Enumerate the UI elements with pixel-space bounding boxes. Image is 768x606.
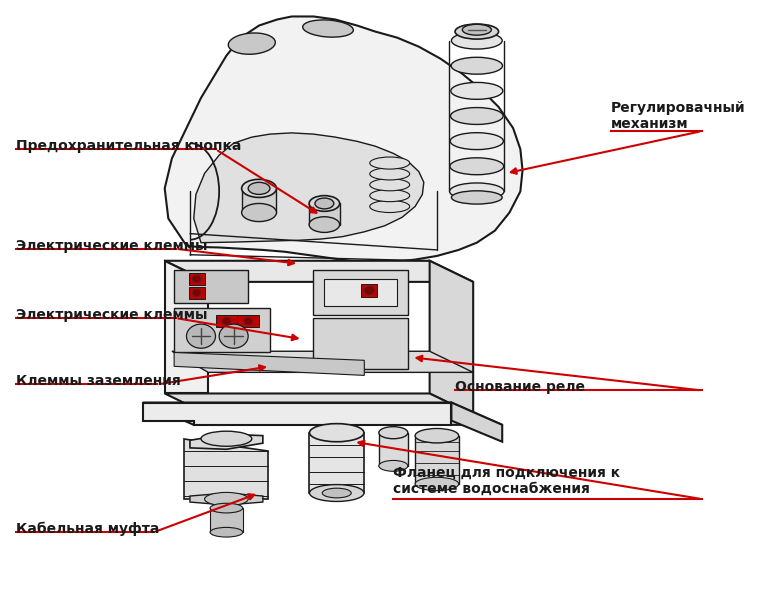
Polygon shape xyxy=(362,284,377,297)
Text: Электрические клеммы: Электрические клеммы xyxy=(16,308,207,322)
Polygon shape xyxy=(310,433,364,493)
Polygon shape xyxy=(237,315,259,327)
Ellipse shape xyxy=(242,204,276,222)
Polygon shape xyxy=(313,270,408,315)
Polygon shape xyxy=(174,270,248,303)
Text: Основание реле: Основание реле xyxy=(455,381,585,395)
Ellipse shape xyxy=(452,32,502,49)
Ellipse shape xyxy=(379,461,408,471)
Polygon shape xyxy=(164,261,473,282)
Polygon shape xyxy=(189,287,204,299)
Polygon shape xyxy=(429,261,473,415)
Ellipse shape xyxy=(204,493,248,505)
Polygon shape xyxy=(164,393,473,415)
Ellipse shape xyxy=(451,82,503,99)
Circle shape xyxy=(192,275,201,282)
Ellipse shape xyxy=(450,133,503,150)
Circle shape xyxy=(187,324,216,348)
Ellipse shape xyxy=(455,24,498,39)
Ellipse shape xyxy=(415,428,458,443)
Polygon shape xyxy=(143,402,452,425)
Text: Предохранительная кнопка: Предохранительная кнопка xyxy=(16,139,241,153)
Polygon shape xyxy=(379,433,408,466)
Polygon shape xyxy=(310,204,339,225)
Ellipse shape xyxy=(323,488,351,498)
Ellipse shape xyxy=(248,182,270,195)
Ellipse shape xyxy=(228,33,275,55)
Ellipse shape xyxy=(451,58,502,74)
Circle shape xyxy=(364,286,375,295)
Polygon shape xyxy=(242,188,276,213)
Ellipse shape xyxy=(303,20,353,37)
Ellipse shape xyxy=(415,478,458,491)
Ellipse shape xyxy=(450,158,504,175)
Text: Регулировачный
механизм: Регулировачный механизм xyxy=(611,101,746,131)
Ellipse shape xyxy=(369,168,409,180)
Ellipse shape xyxy=(242,179,276,198)
Ellipse shape xyxy=(379,427,408,439)
Polygon shape xyxy=(164,16,522,262)
Ellipse shape xyxy=(449,183,504,200)
Polygon shape xyxy=(184,439,269,499)
Text: Электрические клеммы: Электрические клеммы xyxy=(16,239,207,253)
Ellipse shape xyxy=(310,485,364,501)
Text: Клеммы заземления: Клеммы заземления xyxy=(16,375,180,388)
Ellipse shape xyxy=(369,190,409,202)
Text: Кабельная муфта: Кабельная муфта xyxy=(16,522,159,536)
Polygon shape xyxy=(174,308,270,353)
Ellipse shape xyxy=(210,527,243,537)
Polygon shape xyxy=(164,261,208,393)
Ellipse shape xyxy=(315,198,334,209)
Ellipse shape xyxy=(210,503,243,513)
Polygon shape xyxy=(415,436,458,484)
Ellipse shape xyxy=(201,431,252,446)
Circle shape xyxy=(243,318,253,325)
Polygon shape xyxy=(190,493,263,505)
Circle shape xyxy=(222,318,230,325)
Ellipse shape xyxy=(310,217,339,233)
Ellipse shape xyxy=(452,191,502,204)
Circle shape xyxy=(219,324,248,348)
Ellipse shape xyxy=(451,107,503,124)
Polygon shape xyxy=(324,279,397,306)
Ellipse shape xyxy=(369,157,409,169)
Polygon shape xyxy=(194,133,424,242)
Polygon shape xyxy=(172,351,473,372)
Circle shape xyxy=(192,289,201,296)
Polygon shape xyxy=(210,508,243,532)
Ellipse shape xyxy=(310,424,364,442)
Polygon shape xyxy=(313,318,408,369)
Ellipse shape xyxy=(462,24,492,35)
Polygon shape xyxy=(189,273,204,285)
Ellipse shape xyxy=(369,179,409,191)
Polygon shape xyxy=(190,435,263,449)
Polygon shape xyxy=(452,402,502,442)
Polygon shape xyxy=(216,315,237,327)
Ellipse shape xyxy=(369,201,409,213)
Text: Фланец для подключения к
системе водоснабжения: Фланец для подключения к системе водосна… xyxy=(393,466,621,496)
Ellipse shape xyxy=(310,196,339,211)
Polygon shape xyxy=(143,402,502,425)
Polygon shape xyxy=(174,353,364,375)
